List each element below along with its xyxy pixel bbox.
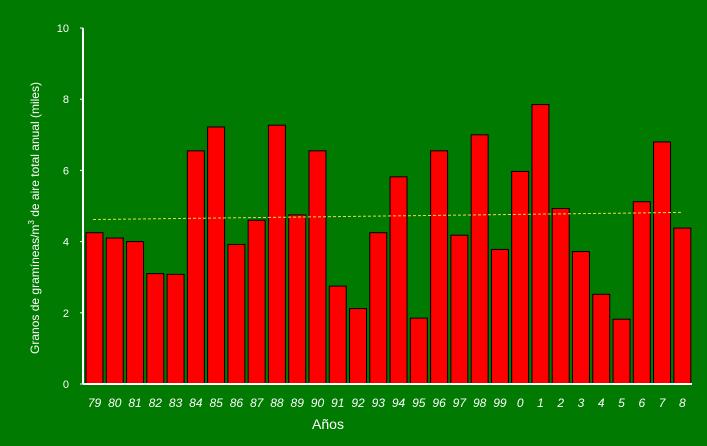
bar-2	[551, 207, 570, 385]
bar-98	[470, 134, 489, 385]
y-axis-title-main: Granos de gramíneas/m	[28, 225, 42, 354]
bar-86	[227, 243, 246, 385]
x-tick-label-80: 80	[108, 396, 122, 410]
x-tick-label-2: 2	[556, 396, 564, 410]
x-tick-label-90: 90	[311, 396, 325, 410]
bar-90	[308, 150, 327, 385]
y-tick-label-6: 6	[63, 165, 69, 177]
bar-99	[490, 248, 509, 385]
bar-0	[511, 170, 530, 385]
x-tick-label-85: 85	[209, 396, 223, 410]
bar-81	[126, 241, 145, 385]
bar-83	[166, 273, 185, 385]
x-tick-label-95: 95	[412, 396, 426, 410]
bar-88	[267, 124, 286, 385]
bar-82	[146, 273, 165, 385]
bar-94	[389, 176, 408, 385]
x-tick-label-0: 0	[517, 396, 524, 410]
x-tick-label-86: 86	[230, 396, 244, 410]
bars-group	[85, 104, 692, 385]
y-tick-label-10: 10	[57, 23, 69, 35]
y-axis-title-superscript: 3	[27, 220, 36, 225]
x-tick-label-3: 3	[578, 396, 585, 410]
x-tick-label-94: 94	[392, 396, 406, 410]
bar-91	[328, 285, 347, 385]
x-tick-label-96: 96	[432, 396, 446, 410]
x-tick-label-84: 84	[189, 396, 203, 410]
x-tick-label-88: 88	[270, 396, 284, 410]
x-tick-label-97: 97	[453, 396, 468, 410]
x-tick-label-79: 79	[88, 396, 102, 410]
trend-layer	[92, 211, 683, 221]
x-tick-label-87: 87	[250, 396, 265, 410]
x-tick-label-7: 7	[659, 396, 667, 410]
bar-84	[186, 150, 205, 385]
bar-5	[612, 318, 631, 385]
x-tick-label-93: 93	[372, 396, 386, 410]
bar-87	[247, 219, 266, 385]
bar-4	[592, 293, 611, 385]
bar-95	[409, 317, 428, 385]
x-tick-label-4: 4	[598, 396, 605, 410]
x-tick-label-89: 89	[291, 396, 305, 410]
bar-85	[207, 126, 226, 385]
y-axis-title-rest: de aire total anual (miles)	[28, 82, 42, 220]
bar-3	[571, 251, 590, 385]
bar-96	[430, 150, 449, 385]
x-tick-label-91: 91	[331, 396, 344, 410]
y-tick-label-0: 0	[63, 379, 69, 391]
bar-97	[450, 234, 469, 385]
x-tick-label-6: 6	[638, 396, 645, 410]
x-tick-label-81: 81	[128, 396, 141, 410]
bar-6	[632, 201, 651, 385]
x-tick-label-1: 1	[537, 396, 544, 410]
x-tick-label-99: 99	[493, 396, 507, 410]
bar-1	[531, 104, 550, 385]
bar-93	[369, 232, 388, 385]
trend-line	[92, 211, 683, 221]
x-tick-label-82: 82	[149, 396, 163, 410]
bar-7	[653, 141, 672, 385]
y-tick-label-4: 4	[63, 237, 69, 249]
axes-group	[82, 28, 692, 385]
bar-79	[85, 232, 104, 385]
y-axis-title: Granos de gramíneas/m3 de aire total anu…	[27, 82, 42, 354]
y-tick-labels: 0 2 4 6 8 10	[57, 23, 83, 391]
x-tick-label-5: 5	[618, 396, 625, 410]
x-tick-label-83: 83	[169, 396, 183, 410]
y-tick-label-2: 2	[63, 308, 69, 320]
bar-8	[673, 227, 692, 385]
bar-89	[288, 214, 307, 385]
x-tick-label-98: 98	[473, 396, 487, 410]
x-tick-labels: 79 80 81 82 83 84 85 86 87 88 89 90 91 92 93 94 95 96 97 98…	[88, 396, 686, 410]
bar-92	[349, 308, 368, 385]
x-tick-label-92: 92	[351, 396, 365, 410]
bar-80	[105, 237, 124, 385]
y-tick-label-8: 8	[63, 94, 69, 106]
x-axis-title: Años	[312, 416, 344, 432]
x-tick-label-8: 8	[679, 396, 686, 410]
